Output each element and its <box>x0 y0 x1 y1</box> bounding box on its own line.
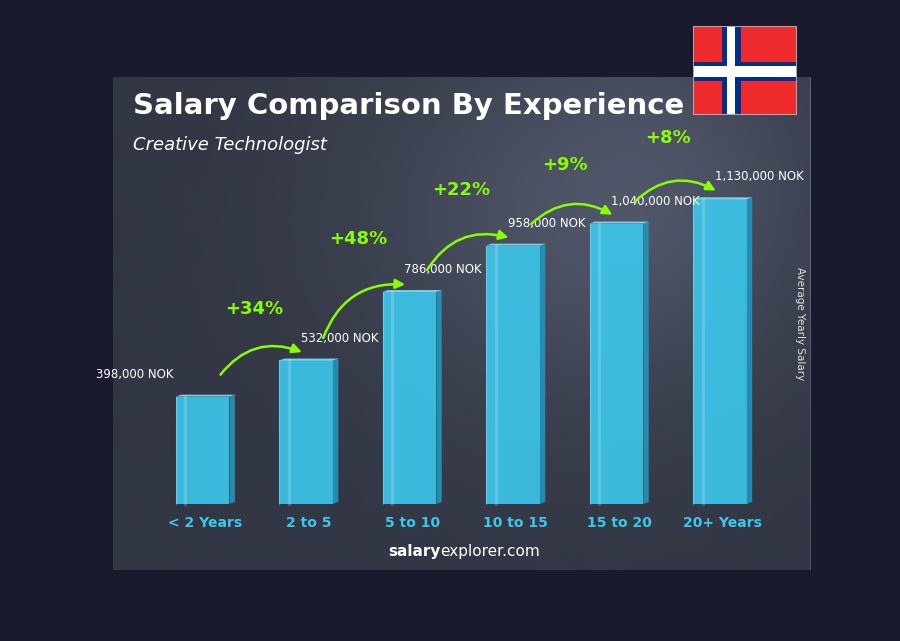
Bar <box>279 360 333 504</box>
Bar <box>590 224 644 504</box>
Bar <box>722 26 741 115</box>
Polygon shape <box>176 395 235 397</box>
Polygon shape <box>436 290 442 504</box>
Polygon shape <box>747 197 752 504</box>
Text: explorer.com: explorer.com <box>440 544 540 559</box>
Bar <box>727 26 735 115</box>
Bar <box>486 246 540 504</box>
Text: 786,000 NOK: 786,000 NOK <box>404 263 482 276</box>
Bar <box>693 62 796 81</box>
Polygon shape <box>540 244 545 504</box>
Text: +22%: +22% <box>432 181 491 199</box>
Text: Average Yearly Salary: Average Yearly Salary <box>795 267 805 380</box>
Text: 15 to 20: 15 to 20 <box>587 516 652 530</box>
Text: 1,130,000 NOK: 1,130,000 NOK <box>715 171 804 183</box>
Text: 398,000 NOK: 398,000 NOK <box>95 368 173 381</box>
Text: +9%: +9% <box>542 156 588 174</box>
Bar <box>693 66 796 77</box>
Text: 10 to 15: 10 to 15 <box>483 516 548 530</box>
Text: 2 to 5: 2 to 5 <box>286 516 331 530</box>
Polygon shape <box>644 222 649 504</box>
Bar <box>176 397 230 504</box>
Polygon shape <box>333 358 338 504</box>
Text: salary: salary <box>388 544 440 559</box>
Text: < 2 Years: < 2 Years <box>168 516 242 530</box>
Text: +34%: +34% <box>225 301 284 319</box>
Polygon shape <box>230 395 235 504</box>
Text: 1,040,000 NOK: 1,040,000 NOK <box>611 195 700 208</box>
Text: Salary Comparison By Experience: Salary Comparison By Experience <box>133 92 685 120</box>
Text: 20+ Years: 20+ Years <box>683 516 762 530</box>
Bar <box>693 199 747 504</box>
Polygon shape <box>279 358 338 360</box>
Text: 958,000 NOK: 958,000 NOK <box>508 217 585 230</box>
Text: 5 to 10: 5 to 10 <box>384 516 440 530</box>
Polygon shape <box>382 290 442 292</box>
Bar <box>382 292 436 504</box>
Text: Creative Technologist: Creative Technologist <box>133 136 328 154</box>
Polygon shape <box>693 197 752 199</box>
Polygon shape <box>486 244 545 246</box>
Text: +48%: +48% <box>328 229 387 247</box>
Text: 532,000 NOK: 532,000 NOK <box>301 331 378 345</box>
Text: +8%: +8% <box>645 129 691 147</box>
Polygon shape <box>590 222 649 224</box>
